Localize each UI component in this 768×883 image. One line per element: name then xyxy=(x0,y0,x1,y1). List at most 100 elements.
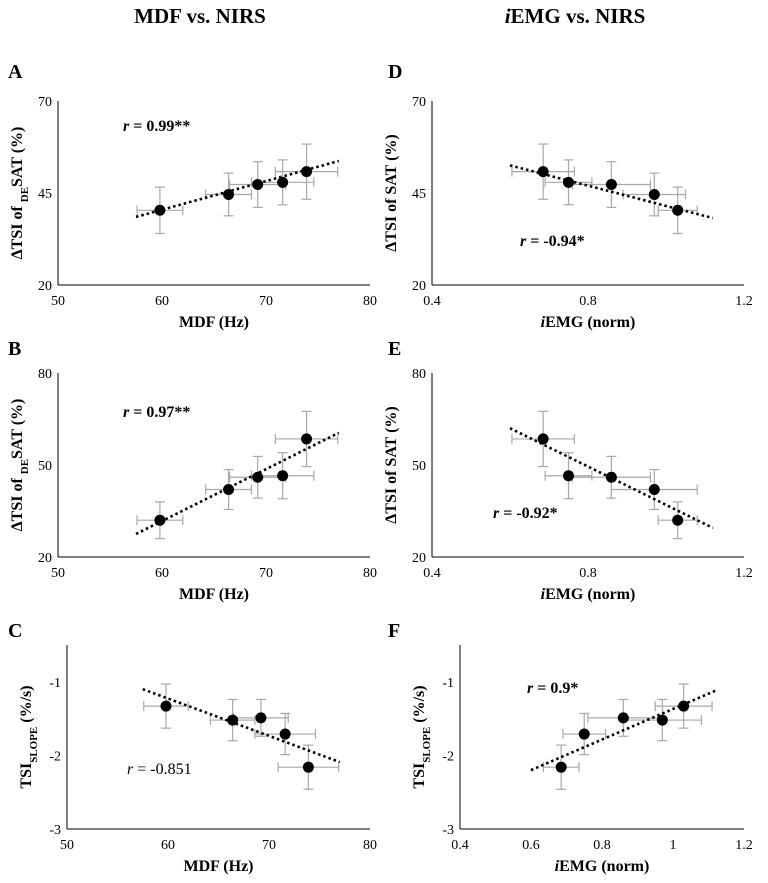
x-tick-label: 80 xyxy=(363,838,377,853)
x-axis-label: iEMG (norm) xyxy=(555,858,650,875)
data-point xyxy=(252,472,263,483)
data-point xyxy=(606,179,617,190)
x-tick-label: 0.4 xyxy=(423,294,441,309)
panel-letter: A xyxy=(8,61,23,83)
data-point xyxy=(556,762,567,773)
x-tick-label: 80 xyxy=(363,566,377,581)
data-point xyxy=(280,729,291,740)
y-tick-label: -1 xyxy=(442,676,454,691)
data-point xyxy=(672,205,683,216)
y-tick-label: 45 xyxy=(412,187,426,202)
y-tick-label: -3 xyxy=(442,823,454,838)
x-tick-label: 70 xyxy=(259,294,273,309)
data-point xyxy=(618,712,629,723)
panel-d: D 0.4 0.8 1.2 20 45 70 iEMG (norm) ΔTSI of SAT (… xyxy=(383,61,753,331)
data-point xyxy=(301,433,312,444)
y-tick-label: 50 xyxy=(412,459,426,474)
panel-letter: B xyxy=(8,338,21,360)
data-point xyxy=(303,762,314,773)
panel-letter: E xyxy=(388,338,401,360)
trend-line xyxy=(143,689,340,762)
r-value: r = -0.92* xyxy=(493,505,558,522)
x-tick-label: 0.8 xyxy=(593,838,611,853)
data-point xyxy=(160,701,171,712)
data-point xyxy=(538,166,549,177)
data-point xyxy=(277,470,288,481)
x-tick-label: 1.2 xyxy=(735,294,753,309)
y-tick-label: -2 xyxy=(442,749,454,764)
y-tick-label: 20 xyxy=(38,551,52,566)
y-tick-label: 20 xyxy=(412,279,426,294)
x-tick-label: 60 xyxy=(161,838,175,853)
y-axis-label: ΔTSI of SAT (%) xyxy=(383,134,400,251)
x-tick-label: 1 xyxy=(670,838,677,853)
y-axis-label: ΔTSI of DESAT (%) xyxy=(9,399,31,532)
col-title-right: iEMG vs. NIRS xyxy=(505,4,646,28)
x-tick-label: 60 xyxy=(155,294,169,309)
data-point xyxy=(538,433,549,444)
x-axis-label: MDF (Hz) xyxy=(179,586,249,603)
x-tick-label: 60 xyxy=(155,566,169,581)
y-axis-label: TSISLOPE (%/s) xyxy=(411,685,433,788)
data-point xyxy=(223,189,234,200)
y-axis-label: ΔTSI of SAT (%) xyxy=(383,406,400,523)
panel-letter: D xyxy=(388,61,402,83)
data-point xyxy=(255,712,266,723)
x-tick-label: 50 xyxy=(60,838,74,853)
x-axis-label: MDF (Hz) xyxy=(179,314,249,331)
data-point xyxy=(649,484,660,495)
x-tick-label: 0.6 xyxy=(522,838,540,853)
x-tick-label: 50 xyxy=(51,294,65,309)
panel-letter: F xyxy=(388,620,400,642)
x-tick-label: 70 xyxy=(259,566,273,581)
x-tick-label: 1.2 xyxy=(735,838,753,853)
y-tick-label: -2 xyxy=(49,749,61,764)
data-point xyxy=(223,484,234,495)
figure: MDF vs. NIRS iEMG vs. NIRS A50 60 70 802045… xyxy=(0,0,768,883)
data-point xyxy=(606,472,617,483)
data-point xyxy=(277,177,288,188)
x-tick-label: 0.8 xyxy=(579,294,597,309)
y-tick-label: 80 xyxy=(412,367,426,382)
y-tick-label: 70 xyxy=(38,95,52,110)
x-tick-label: 80 xyxy=(363,294,377,309)
x-tick-label: 70 xyxy=(262,838,276,853)
panel-a: A 50 60 70 80 20 45 70 MDF (Hz) ΔTSI of DESAT (%)… xyxy=(8,61,377,331)
x-axis-label: MDF (Hz) xyxy=(183,858,253,875)
x-axis-label: iEMG (norm) xyxy=(541,586,636,603)
data-point xyxy=(227,715,238,726)
data-point xyxy=(649,189,660,200)
data-point xyxy=(672,515,683,526)
data-point xyxy=(252,179,263,190)
x-tick-label: 50 xyxy=(51,566,65,581)
y-tick-label: -3 xyxy=(49,823,61,838)
r-value: r = 0.99** xyxy=(123,118,190,135)
x-tick-label: 1.2 xyxy=(735,566,753,581)
r-value: r = 0.97** xyxy=(123,404,190,421)
y-axis-label: ΔTSI of DESAT (%) xyxy=(9,127,31,260)
data-point xyxy=(563,470,574,481)
data-point xyxy=(579,729,590,740)
x-tick-label: 0.4 xyxy=(423,566,441,581)
y-tick-label: 80 xyxy=(38,367,52,382)
y-tick-label: 50 xyxy=(38,459,52,474)
y-axis-label: TSISLOPE (%/s) xyxy=(18,685,40,788)
x-tick-label: 0.4 xyxy=(451,838,469,853)
data-point xyxy=(154,205,165,216)
y-tick-label: -1 xyxy=(49,676,61,691)
panel-e: E 0.4 0.8 1.2 20 50 80 iEMG (norm) ΔTSI of SAT (… xyxy=(383,338,753,603)
y-tick-label: 70 xyxy=(412,95,426,110)
data-point xyxy=(301,166,312,177)
x-tick-label: 0.8 xyxy=(579,566,597,581)
y-tick-label: 45 xyxy=(38,187,52,202)
data-point xyxy=(657,715,668,726)
trend-line xyxy=(136,433,339,534)
panel-f: F 0.4 0.6 0.8 1 1.2 -3 -2 -1 iEMG (norm) TSISLOPE … xyxy=(388,620,753,875)
x-axis-label: iEMG (norm) xyxy=(541,314,636,331)
data-point xyxy=(678,701,689,712)
y-tick-label: 20 xyxy=(38,279,52,294)
y-tick-label: 20 xyxy=(412,551,426,566)
panel-letter: C xyxy=(8,620,22,642)
r-value: r = -0.851 xyxy=(127,761,192,778)
